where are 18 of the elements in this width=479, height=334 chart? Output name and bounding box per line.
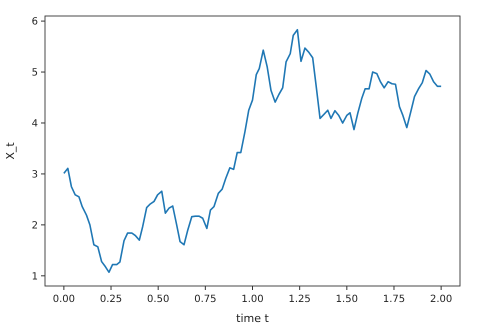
- x-tick-label: 0.25: [100, 294, 122, 305]
- x-tick-label: 0.75: [194, 294, 216, 305]
- y-tick-label: 6: [32, 16, 38, 28]
- x-tick-label: 0.00: [52, 294, 75, 305]
- y-tick-label: 1: [32, 271, 38, 282]
- y-tick-label: 4: [32, 118, 38, 130]
- y-tick-label: 2: [32, 220, 38, 232]
- x-tick-label: 0.50: [147, 294, 170, 305]
- x-axis-title: time t: [236, 312, 270, 325]
- y-tick-label: 3: [32, 169, 38, 180]
- x-tick-label: 1.75: [382, 294, 406, 305]
- x-tick-label: 1.50: [336, 294, 358, 305]
- x-tick-label: 1.25: [288, 294, 311, 305]
- y-axis-title: X_t: [4, 142, 17, 160]
- line-series: [63, 28, 442, 274]
- y-tick-label: 5: [32, 68, 38, 79]
- x-tick-label: 1.00: [241, 294, 264, 305]
- x-tick-label: 2.00: [430, 294, 452, 305]
